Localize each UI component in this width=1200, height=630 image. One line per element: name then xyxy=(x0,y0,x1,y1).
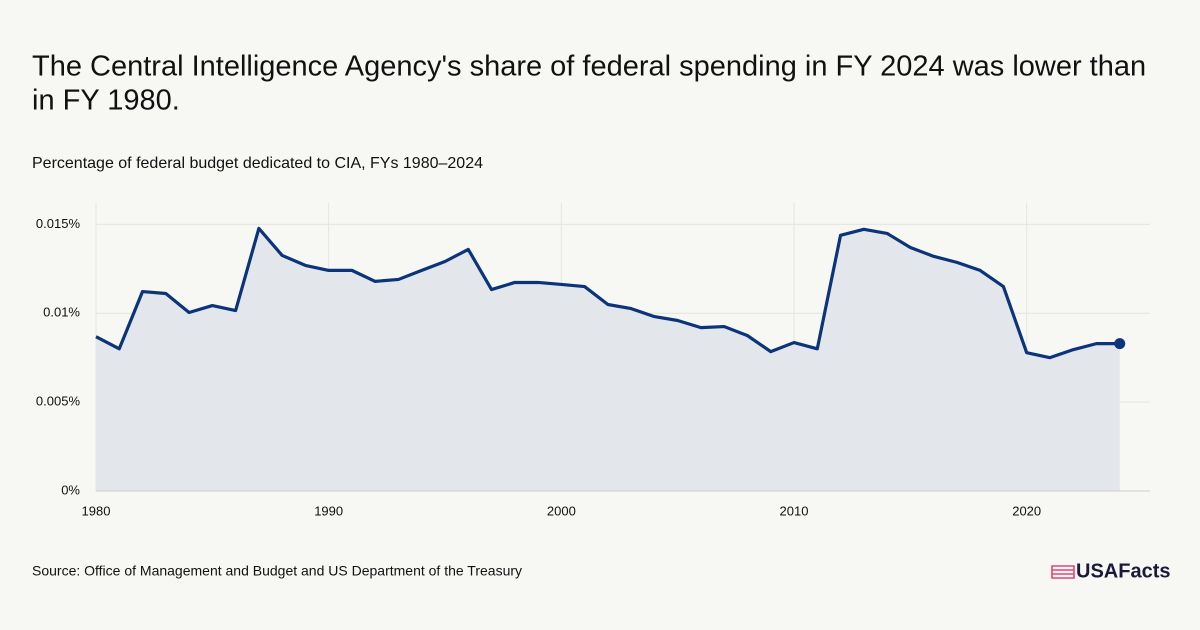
y-tick-label: 0% xyxy=(61,482,80,497)
x-tick-label: 1980 xyxy=(82,503,111,518)
y-tick-label: 0.01% xyxy=(43,305,80,320)
y-tick-label: 0.005% xyxy=(36,394,81,409)
logo-icon xyxy=(1051,565,1075,579)
area xyxy=(96,228,1120,491)
chart-title-line2: in FY 1980. xyxy=(32,85,180,117)
x-tick-label: 1990 xyxy=(314,503,343,518)
chart-title-line1: The Central Intelligence Agency's share … xyxy=(32,51,1146,83)
end-point xyxy=(1114,338,1126,350)
x-tick-label: 2000 xyxy=(547,503,576,518)
x-tick-label: 2020 xyxy=(1012,503,1041,518)
source: Source: Office of Management and Budget … xyxy=(32,563,522,579)
logo: USAFacts xyxy=(1076,560,1170,582)
chart-subtitle: Percentage of federal budget dedicated t… xyxy=(32,155,483,172)
line xyxy=(95,226,1120,360)
y-tick-label: 0.015% xyxy=(36,216,81,231)
x-tick-label: 2010 xyxy=(780,503,809,518)
